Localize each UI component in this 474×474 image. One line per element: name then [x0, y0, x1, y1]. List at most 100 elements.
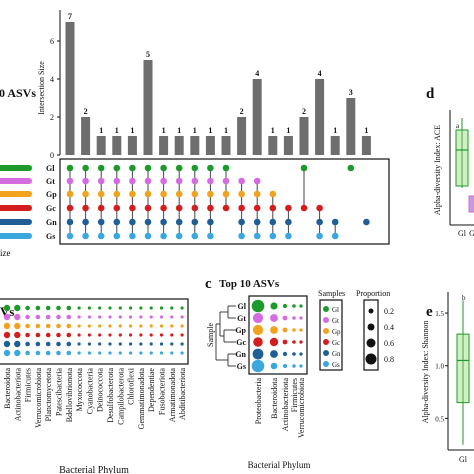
intersection-dot	[191, 177, 199, 185]
panel-c-frame	[248, 295, 308, 375]
phylum-x-tick-label: Actinobacteriota	[13, 368, 22, 422]
phylum-dot	[3, 322, 11, 330]
intersection-dot	[82, 190, 89, 198]
phylum-dot	[66, 305, 72, 311]
intersection-dot	[363, 218, 370, 226]
c-dot	[282, 303, 288, 309]
samples-legend-label: Gc	[332, 339, 340, 347]
phylum-dot	[139, 324, 143, 328]
phylum-dot	[108, 306, 112, 310]
proportion-legend-dot	[367, 323, 375, 331]
phylum-dot	[14, 322, 21, 330]
set-size-bar-Gn	[0, 219, 32, 225]
intersection-dot	[253, 232, 261, 240]
phylum-dot	[56, 332, 61, 338]
intersection-bar-label: 1	[286, 126, 290, 135]
c-dot	[292, 340, 296, 344]
c-dot	[251, 359, 265, 373]
intersection-bar-label: 1	[193, 126, 197, 135]
panel-e-letter: e	[426, 304, 433, 320]
phylum-dot	[35, 305, 41, 311]
phylum-x-tick-label: Campilobacterota	[116, 368, 125, 425]
samples-legend-swatch-Gl	[323, 306, 329, 312]
c-dot	[269, 337, 279, 347]
phylum-x-tick-label: Verrucomicrobiota	[34, 368, 43, 428]
phylum-dot	[159, 306, 164, 310]
intersection-dot	[269, 232, 277, 240]
intersection-dot	[191, 232, 199, 240]
phylum-dot	[180, 315, 184, 319]
phylum-dot	[108, 333, 112, 337]
panel-c-x-axis-label: Bacterial Phylum	[248, 460, 311, 470]
intersection-dot	[207, 164, 214, 172]
shannon-box-Gl	[456, 333, 470, 404]
c-row-label-Gt: Gt	[237, 314, 246, 323]
intersection-dot	[82, 232, 89, 240]
samples-legend-label: Gs	[332, 361, 340, 369]
samples-legend-swatch-Gs	[323, 361, 329, 367]
panel-d-ace: d Alpha-diversity Index: ACE a Gl G	[426, 86, 474, 238]
c-dot	[292, 364, 296, 368]
c-dot	[299, 304, 303, 308]
intersection-bar-label: 3	[349, 88, 353, 97]
phylum-x-tick-label: Dependentiae	[147, 368, 156, 412]
intersection-bar	[65, 22, 75, 155]
phylum-x-tick-label: Bdellovibrionota	[65, 368, 74, 423]
phylum-dot	[118, 342, 122, 346]
intersection-dot	[97, 177, 105, 185]
intersection-dot	[160, 190, 167, 198]
c-dot	[270, 302, 278, 310]
panel-c-y-axis-label: Sample	[206, 323, 215, 347]
set-label-Gl: Gl	[46, 164, 55, 173]
phylum-dot	[87, 315, 91, 319]
phylum-x-tick-label: Deinococcota	[96, 368, 105, 412]
ace-box-Gl	[455, 129, 469, 187]
intersection-bar-label: 5	[146, 50, 150, 59]
intersection-dot	[160, 232, 167, 240]
intersection-dot	[269, 190, 277, 198]
c-x-tick-label: Verrucomicrobiota	[297, 378, 306, 438]
c-row-label-Gc: Gc	[236, 338, 246, 347]
phylum-dot	[98, 351, 102, 355]
intersection-dot	[129, 218, 136, 226]
intersection-dot	[144, 177, 152, 185]
upset-y-tick-label: 4	[50, 75, 54, 84]
phylum-dot	[66, 332, 72, 338]
intersection-dot	[175, 190, 183, 198]
phylum-dot	[149, 333, 153, 337]
samples-legend-swatch-Gt	[323, 317, 329, 323]
intersection-dot	[97, 204, 105, 212]
phylum-dot	[129, 315, 133, 319]
phylum-dot	[14, 313, 21, 321]
intersection-bar-label: 1	[271, 126, 275, 135]
intersection-dot	[253, 190, 261, 198]
intersection-dot	[285, 218, 292, 226]
phylum-dot	[129, 306, 133, 310]
phylum-dot	[98, 324, 102, 328]
intersection-dot	[129, 190, 136, 198]
intersection-dot	[300, 164, 308, 172]
intersection-bar	[361, 136, 371, 155]
intersection-bar	[127, 136, 137, 155]
intersection-dot	[300, 204, 308, 212]
phylum-dot	[35, 314, 41, 320]
c-dot	[282, 339, 288, 345]
samples-legend-title: Samples	[318, 289, 345, 298]
intersection-dot	[331, 232, 339, 240]
phylum-dot	[98, 333, 102, 337]
samples-legend-swatch-Gc	[323, 339, 329, 345]
phylum-dot	[180, 333, 184, 337]
phylum-dot	[25, 350, 30, 356]
intersection-dot	[191, 218, 199, 226]
phylum-dot	[14, 349, 21, 357]
intersection-dot	[238, 232, 245, 240]
intersection-dot	[66, 164, 74, 172]
upset-y-tick-label: 0	[50, 151, 54, 160]
intersection-bar-label: 7	[68, 12, 72, 21]
phylum-dot	[35, 341, 41, 347]
intersection-dot	[144, 218, 152, 226]
phylum-dot	[25, 332, 30, 338]
set-size-bar-Gc	[0, 205, 32, 211]
phylum-dot	[98, 306, 102, 310]
phylum-dot-plot: Vs Bacteroidota Actinobacteriota Firmicute…	[0, 298, 189, 474]
